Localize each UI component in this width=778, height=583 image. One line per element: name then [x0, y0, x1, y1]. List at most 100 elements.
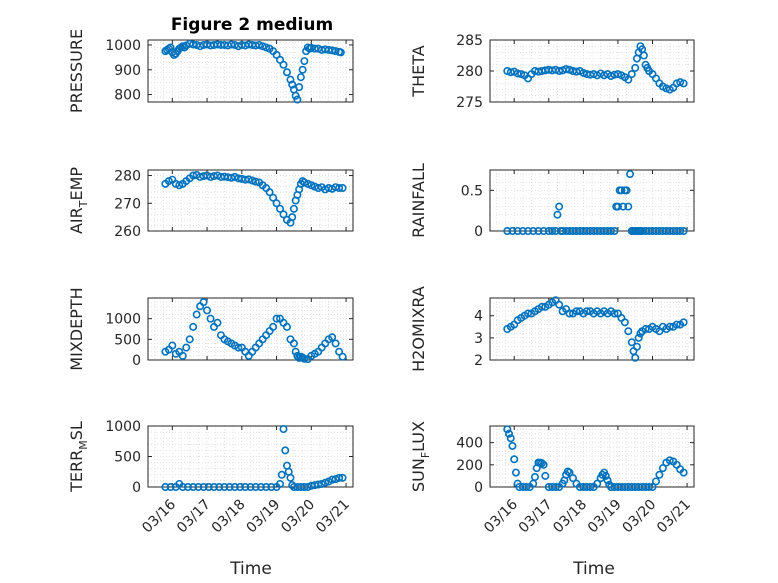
data-point [624, 327, 633, 336]
y-tick-label: 3 [474, 331, 483, 347]
axes-box [489, 297, 695, 361]
data-point [539, 227, 548, 236]
data-point [524, 309, 533, 318]
data-point [679, 79, 688, 88]
data-point [276, 479, 285, 488]
data-point [227, 40, 236, 49]
data-point [679, 468, 688, 477]
x-axis-label-right: Time [572, 559, 615, 579]
data-point [272, 199, 281, 208]
panel-mixdepth: 0 500 1000 MIXDEPTH [67, 287, 354, 371]
data-point [251, 177, 260, 186]
data-point [291, 347, 300, 356]
data-point [331, 47, 340, 56]
data-point [603, 476, 612, 485]
data-point [508, 227, 517, 236]
data-point [622, 186, 631, 195]
data-point [534, 227, 543, 236]
data-point [267, 482, 276, 491]
data-point [328, 46, 337, 55]
data-point [335, 473, 344, 482]
data-point [328, 475, 337, 484]
data-point [276, 204, 285, 213]
y-axis-label: THETA [409, 45, 428, 97]
data-point [293, 95, 302, 104]
data-point [651, 477, 660, 486]
data-point [204, 482, 213, 491]
panel-h2omixra: 2 3 4 H2OMIXRA [409, 286, 695, 372]
data-point [335, 184, 344, 193]
data-point [562, 65, 571, 74]
y-tick-label: 500 [114, 450, 141, 466]
x-tick-label: 03/21 [654, 497, 694, 537]
data-point [265, 188, 274, 197]
data-point [676, 227, 685, 236]
data-point [282, 322, 291, 331]
data-point [206, 314, 215, 323]
data-point [555, 202, 564, 211]
data-point [565, 468, 574, 477]
data-point [296, 73, 305, 82]
data-point [194, 482, 203, 491]
data-point [627, 70, 636, 79]
data-point [262, 482, 271, 491]
data-point [286, 473, 295, 482]
data-point [281, 446, 290, 455]
data-point [236, 482, 245, 491]
data-point [505, 429, 514, 438]
data-point [641, 324, 650, 333]
y-tick-label: 1000 [105, 38, 141, 54]
data-point [314, 480, 323, 489]
data-point [679, 227, 688, 236]
y-axis-label: TERRMSL [67, 421, 90, 493]
figure-title: Figure 2 medium [171, 15, 333, 35]
data-point [631, 63, 640, 72]
data-point [586, 482, 595, 491]
data-point [508, 441, 517, 450]
data-point [645, 482, 654, 491]
y-axis-label: RAINFALL [409, 163, 428, 238]
data-point [282, 68, 291, 77]
data-point [248, 176, 257, 185]
data-point [269, 193, 278, 202]
data-point [189, 482, 198, 491]
x-tick-label: 03/19 [244, 497, 284, 537]
data-point [178, 351, 187, 360]
data-point [672, 320, 681, 329]
data-point [613, 202, 622, 211]
y-tick-label: 1000 [105, 312, 141, 328]
data-point [541, 471, 550, 480]
data-point [289, 339, 298, 348]
data-point [565, 309, 574, 318]
data-point [215, 482, 224, 491]
data-point [539, 460, 548, 469]
data-point [251, 482, 260, 491]
data-point [338, 352, 347, 361]
axes-box [147, 169, 354, 232]
panel-pressure: 800 900 1000 PRESSURE [67, 29, 354, 113]
data-point [610, 227, 619, 236]
data-point [289, 204, 298, 213]
x-tick-label: 03/21 [313, 497, 353, 537]
y-axis-label: SUNFLUX [409, 421, 432, 492]
data-point [246, 482, 255, 491]
data-point [230, 482, 239, 491]
data-point [503, 227, 512, 236]
y-tick-label: 2 [474, 353, 483, 369]
data-point [617, 186, 626, 195]
data-point [522, 482, 531, 491]
y-tick-label: 0.5 [461, 183, 483, 199]
x-tick-label: 03/18 [550, 497, 590, 537]
data-point [288, 213, 297, 222]
data-point [601, 471, 610, 480]
panel-air_temp: 260 270 280 AIRTEMP [67, 167, 354, 240]
data-point [166, 43, 175, 52]
data-point [658, 464, 667, 473]
data-point [269, 322, 278, 331]
data-point [624, 75, 633, 84]
axes-box [489, 169, 695, 232]
data-point [627, 338, 636, 347]
data-point [582, 307, 591, 316]
y-axis-label: AIRTEMP [67, 167, 90, 234]
data-point [548, 227, 557, 236]
